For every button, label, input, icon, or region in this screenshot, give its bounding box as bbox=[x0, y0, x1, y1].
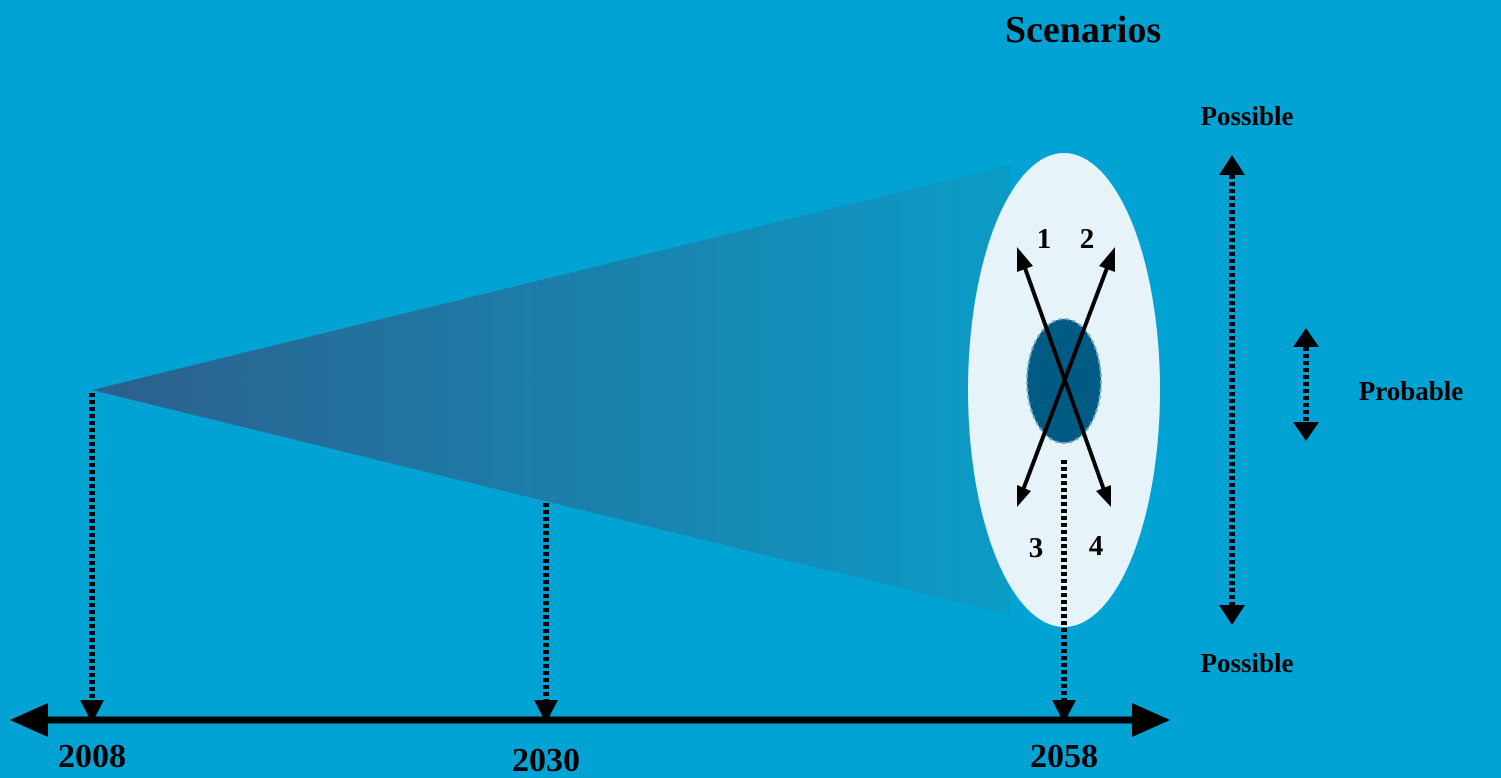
scenario-3-arrowhead bbox=[1017, 485, 1031, 507]
timeline-right-arrowhead bbox=[1132, 703, 1170, 737]
scenario-number-1: 1 bbox=[1037, 223, 1052, 255]
year-label-2058: 2058 bbox=[1030, 738, 1098, 775]
scenario-2-3-line bbox=[1021, 267, 1109, 491]
possible-label-top: Possible bbox=[1200, 101, 1293, 131]
possible-label-bottom: Possible bbox=[1200, 648, 1293, 678]
year-label-2008: 2008 bbox=[58, 738, 126, 775]
year-2058-arrowhead bbox=[1052, 700, 1076, 723]
probable-label: Probable bbox=[1359, 376, 1464, 406]
scenario-1-arrowhead bbox=[1017, 247, 1033, 272]
year-label-2030: 2030 bbox=[512, 742, 580, 778]
possible-range-top-arrowhead bbox=[1219, 155, 1245, 175]
diagram-title: Scenarios bbox=[1005, 9, 1161, 51]
timeline-left-arrowhead bbox=[10, 703, 48, 737]
scenario-4-arrowhead bbox=[1096, 485, 1111, 507]
year-2008-arrowhead bbox=[80, 700, 104, 723]
scenario-number-3: 3 bbox=[1029, 532, 1044, 564]
probable-range-top-arrowhead bbox=[1293, 328, 1319, 347]
year-2030-arrowhead bbox=[534, 700, 558, 723]
probable-range-bottom-arrowhead bbox=[1293, 422, 1319, 441]
scenario-number-2: 2 bbox=[1080, 223, 1095, 255]
scenario-arrows bbox=[1017, 247, 1115, 507]
scenario-number-4: 4 bbox=[1089, 530, 1104, 562]
possible-range-bottom-arrowhead bbox=[1219, 605, 1245, 625]
scenario-2-arrowhead bbox=[1099, 247, 1115, 272]
futures-cone bbox=[92, 165, 1010, 615]
